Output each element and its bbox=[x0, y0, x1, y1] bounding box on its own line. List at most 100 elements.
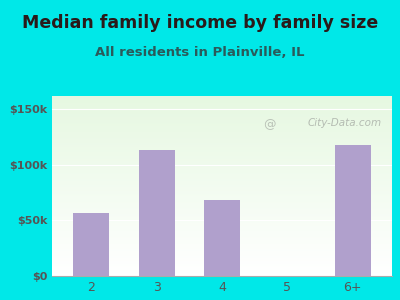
Bar bbox=[52, 244, 392, 245]
Bar bbox=[335, 145, 371, 276]
Bar bbox=[52, 266, 392, 268]
Bar bbox=[52, 264, 392, 265]
Bar bbox=[52, 128, 392, 129]
Bar bbox=[52, 174, 392, 175]
Bar bbox=[52, 229, 392, 230]
Bar bbox=[52, 173, 392, 174]
Bar bbox=[52, 183, 392, 184]
Text: Median family income by family size: Median family income by family size bbox=[22, 14, 378, 32]
Bar bbox=[52, 124, 392, 125]
Bar bbox=[52, 228, 392, 229]
Bar bbox=[52, 179, 392, 180]
Bar bbox=[52, 164, 392, 165]
Bar bbox=[52, 121, 392, 122]
Bar bbox=[52, 269, 392, 270]
Bar bbox=[52, 139, 392, 140]
Bar bbox=[52, 110, 392, 111]
Bar bbox=[52, 150, 392, 151]
Bar bbox=[52, 166, 392, 167]
Bar bbox=[52, 239, 392, 241]
Bar bbox=[52, 148, 392, 149]
Bar bbox=[52, 155, 392, 156]
Bar bbox=[139, 150, 174, 276]
Bar bbox=[52, 189, 392, 190]
Bar bbox=[52, 208, 392, 209]
Bar bbox=[52, 263, 392, 264]
Bar bbox=[52, 211, 392, 212]
Bar bbox=[52, 237, 392, 238]
Bar bbox=[52, 232, 392, 233]
Bar bbox=[52, 161, 392, 162]
Bar bbox=[52, 144, 392, 145]
Bar bbox=[52, 163, 392, 164]
Bar bbox=[52, 270, 392, 271]
Bar bbox=[52, 256, 392, 257]
Bar bbox=[52, 103, 392, 104]
Bar bbox=[52, 197, 392, 198]
Bar bbox=[52, 215, 392, 216]
Bar bbox=[52, 156, 392, 157]
Bar bbox=[52, 171, 392, 172]
Bar bbox=[52, 245, 392, 246]
Bar bbox=[52, 175, 392, 176]
Bar bbox=[52, 131, 392, 133]
Bar bbox=[52, 185, 392, 187]
Bar bbox=[52, 214, 392, 215]
Bar bbox=[52, 198, 392, 199]
Bar bbox=[52, 246, 392, 247]
Bar bbox=[52, 220, 392, 221]
Bar bbox=[52, 154, 392, 155]
Bar bbox=[52, 192, 392, 193]
Bar bbox=[52, 265, 392, 266]
Bar bbox=[52, 120, 392, 121]
Bar bbox=[52, 196, 392, 197]
Bar bbox=[52, 248, 392, 250]
Bar bbox=[52, 247, 392, 248]
Bar bbox=[52, 102, 392, 103]
Bar bbox=[52, 142, 392, 143]
Bar bbox=[52, 251, 392, 252]
Bar bbox=[52, 194, 392, 195]
Bar bbox=[52, 136, 392, 137]
Text: City-Data.com: City-Data.com bbox=[308, 118, 382, 128]
Bar bbox=[52, 157, 392, 158]
Bar bbox=[52, 153, 392, 154]
Bar bbox=[52, 253, 392, 254]
Bar bbox=[52, 262, 392, 263]
Bar bbox=[52, 100, 392, 101]
Bar bbox=[52, 223, 392, 224]
Bar bbox=[52, 180, 392, 181]
Bar bbox=[52, 271, 392, 272]
Bar bbox=[52, 172, 392, 173]
Bar bbox=[52, 273, 392, 274]
Bar bbox=[52, 207, 392, 208]
Bar bbox=[52, 125, 392, 126]
Bar bbox=[52, 108, 392, 109]
Bar bbox=[52, 222, 392, 223]
Bar bbox=[52, 226, 392, 227]
Bar bbox=[52, 200, 392, 201]
Bar bbox=[52, 219, 392, 220]
Bar bbox=[52, 113, 392, 114]
Bar bbox=[52, 151, 392, 152]
Bar bbox=[52, 106, 392, 107]
Bar bbox=[52, 137, 392, 138]
Bar bbox=[52, 184, 392, 185]
Bar bbox=[52, 152, 392, 153]
Bar bbox=[52, 131, 392, 132]
Bar bbox=[52, 109, 392, 110]
Bar bbox=[52, 255, 392, 256]
Bar bbox=[52, 182, 392, 183]
Bar bbox=[52, 146, 392, 147]
Bar bbox=[52, 162, 392, 163]
Bar bbox=[52, 199, 392, 200]
Bar bbox=[52, 233, 392, 234]
Bar bbox=[52, 133, 392, 134]
Bar bbox=[52, 260, 392, 261]
Bar bbox=[52, 203, 392, 205]
Bar bbox=[52, 148, 392, 150]
Bar bbox=[52, 178, 392, 179]
Bar bbox=[52, 147, 392, 148]
Bar bbox=[52, 97, 392, 98]
Bar bbox=[52, 117, 392, 118]
